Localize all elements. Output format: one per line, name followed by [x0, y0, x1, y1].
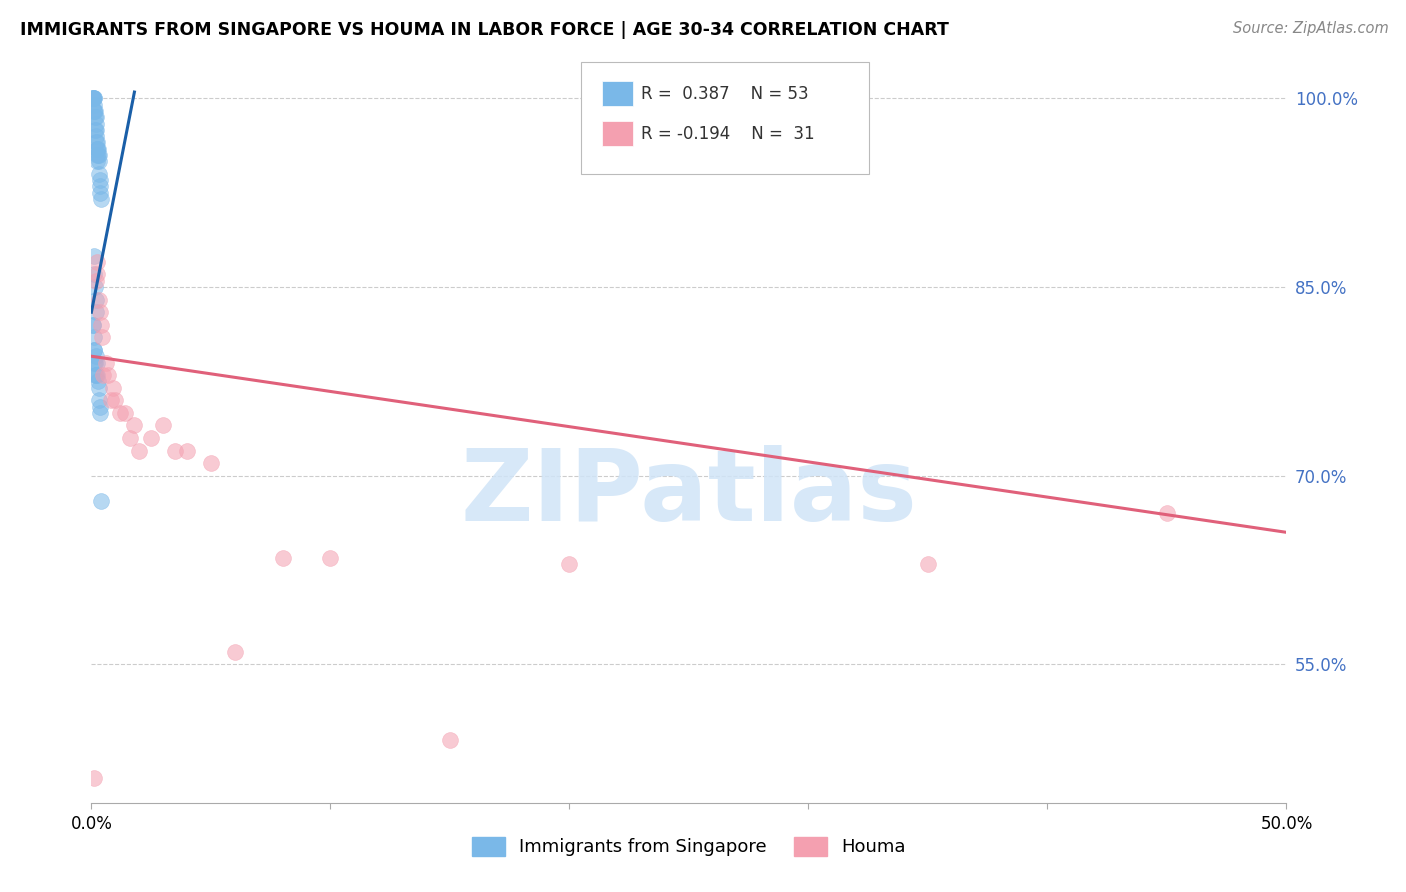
Point — [104, 393, 127, 408]
Point — [90, 494, 112, 508]
Point — [83, 91, 105, 105]
Point — [319, 550, 342, 565]
Point — [87, 142, 110, 156]
Point — [86, 368, 108, 383]
Point — [86, 255, 108, 269]
Point — [84, 123, 107, 137]
Text: IMMIGRANTS FROM SINGAPORE VS HOUMA IN LABOR FORCE | AGE 30-34 CORRELATION CHART: IMMIGRANTS FROM SINGAPORE VS HOUMA IN LA… — [20, 21, 949, 38]
Point — [84, 293, 107, 307]
Point — [124, 418, 146, 433]
Point — [86, 148, 108, 162]
Point — [89, 406, 111, 420]
Point — [86, 355, 108, 369]
Point — [84, 103, 107, 118]
Point — [83, 103, 105, 118]
Point — [84, 116, 107, 130]
Point — [84, 368, 107, 383]
Point — [83, 343, 105, 357]
Point — [87, 167, 110, 181]
Point — [87, 393, 110, 408]
Point — [87, 293, 110, 307]
Point — [83, 249, 105, 263]
Point — [83, 343, 105, 357]
Point — [97, 368, 120, 383]
Point — [1156, 507, 1178, 521]
Point — [917, 557, 939, 571]
Point — [89, 186, 111, 200]
Point — [141, 431, 162, 445]
Point — [83, 103, 105, 118]
Point — [84, 110, 107, 124]
Point — [200, 456, 222, 470]
Point — [83, 771, 105, 785]
Point — [128, 443, 150, 458]
Point — [89, 179, 111, 194]
Point — [89, 305, 111, 319]
Point — [84, 274, 107, 288]
Point — [94, 355, 117, 369]
Point — [84, 136, 107, 150]
Point — [101, 381, 124, 395]
Text: Source: ZipAtlas.com: Source: ZipAtlas.com — [1233, 21, 1389, 36]
Point — [84, 349, 107, 363]
Point — [87, 148, 110, 162]
Point — [84, 280, 107, 294]
Point — [83, 97, 105, 112]
Point — [82, 91, 104, 105]
Point — [439, 732, 461, 747]
Text: ZIPatlas: ZIPatlas — [461, 445, 917, 542]
Point — [89, 173, 111, 187]
Point — [84, 129, 107, 144]
Text: R = -0.194    N =  31: R = -0.194 N = 31 — [641, 125, 814, 143]
Point — [91, 330, 114, 344]
Point — [87, 375, 110, 389]
Point — [83, 91, 105, 105]
Point — [84, 123, 107, 137]
Point — [82, 91, 104, 105]
Legend: Immigrants from Singapore, Houma: Immigrants from Singapore, Houma — [465, 830, 912, 863]
Point — [86, 154, 108, 169]
Text: R =  0.387    N = 53: R = 0.387 N = 53 — [641, 85, 808, 103]
Point — [163, 443, 186, 458]
Point — [84, 368, 107, 383]
Point — [93, 368, 114, 383]
Point — [83, 268, 105, 282]
Point — [100, 393, 122, 408]
Point — [224, 645, 246, 659]
Point — [108, 406, 131, 420]
Point — [83, 330, 105, 344]
Point — [89, 400, 111, 414]
Point — [84, 110, 107, 124]
Point — [90, 318, 112, 332]
Point — [84, 355, 107, 369]
Point — [558, 557, 581, 571]
Point — [82, 318, 104, 332]
Point — [271, 550, 294, 565]
Point — [82, 318, 104, 332]
Point — [87, 154, 110, 169]
Point — [86, 142, 108, 156]
Point — [87, 381, 110, 395]
Point — [86, 142, 108, 156]
Point — [90, 192, 112, 206]
Point — [87, 148, 110, 162]
Point — [118, 431, 141, 445]
Point — [114, 406, 136, 420]
Point — [86, 268, 108, 282]
Point — [84, 305, 107, 319]
Point — [83, 355, 105, 369]
Point — [86, 136, 108, 150]
Point — [176, 443, 198, 458]
Point — [82, 91, 104, 105]
Point — [152, 418, 174, 433]
